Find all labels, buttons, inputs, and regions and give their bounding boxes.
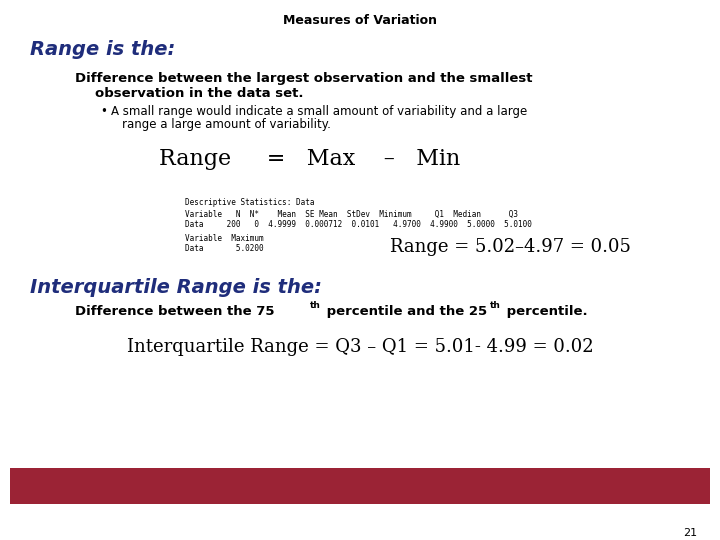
Text: Difference between the largest observation and the smallest: Difference between the largest observati…	[75, 72, 533, 85]
Text: Use Range or Interquartile Range when the data distribution is Skewed.: Use Range or Interquartile Range when th…	[78, 447, 642, 461]
Text: A small range would indicate a small amount of variability and a large: A small range would indicate a small amo…	[111, 105, 527, 118]
Text: observation in the data set.: observation in the data set.	[95, 87, 304, 100]
Bar	[10, 468, 710, 504]
Text: th: th	[310, 301, 321, 310]
Text: percentile.: percentile.	[502, 305, 588, 318]
Text: Range     =   Max    –   Min: Range = Max – Min	[159, 148, 461, 170]
Text: Data     200   0  4.9999  0.000712  0.0101   4.9700  4.9900  5.0000  5.0100: Data 200 0 4.9999 0.000712 0.0101 4.9700…	[185, 220, 532, 229]
Text: Interquartile Range is the:: Interquartile Range is the:	[30, 278, 322, 297]
Text: Variable  Maximum: Variable Maximum	[185, 234, 264, 243]
Text: Interquartile Range = Q3 – Q1 = 5.01- 4.99 = 0.02: Interquartile Range = Q3 – Q1 = 5.01- 4.…	[127, 338, 593, 356]
Text: th: th	[490, 301, 501, 310]
Text: 21: 21	[683, 528, 697, 538]
Text: Measures of Variation: Measures of Variation	[283, 14, 437, 27]
Text: range a large amount of variability.: range a large amount of variability.	[122, 118, 331, 131]
Text: Data       5.0200: Data 5.0200	[185, 244, 264, 253]
Text: Variable   N  N*    Mean  SE Mean  StDev  Minimum     Q1  Median      Q3: Variable N N* Mean SE Mean StDev Minimum…	[185, 210, 518, 219]
Text: Range is the:: Range is the:	[30, 40, 175, 59]
Text: percentile and the 25: percentile and the 25	[322, 305, 487, 318]
Text: Difference between the 75: Difference between the 75	[75, 305, 274, 318]
Text: Descriptive Statistics: Data: Descriptive Statistics: Data	[185, 198, 315, 207]
Text: Range = 5.02–4.97 = 0.05: Range = 5.02–4.97 = 0.05	[390, 238, 631, 256]
Text: •: •	[100, 105, 107, 118]
